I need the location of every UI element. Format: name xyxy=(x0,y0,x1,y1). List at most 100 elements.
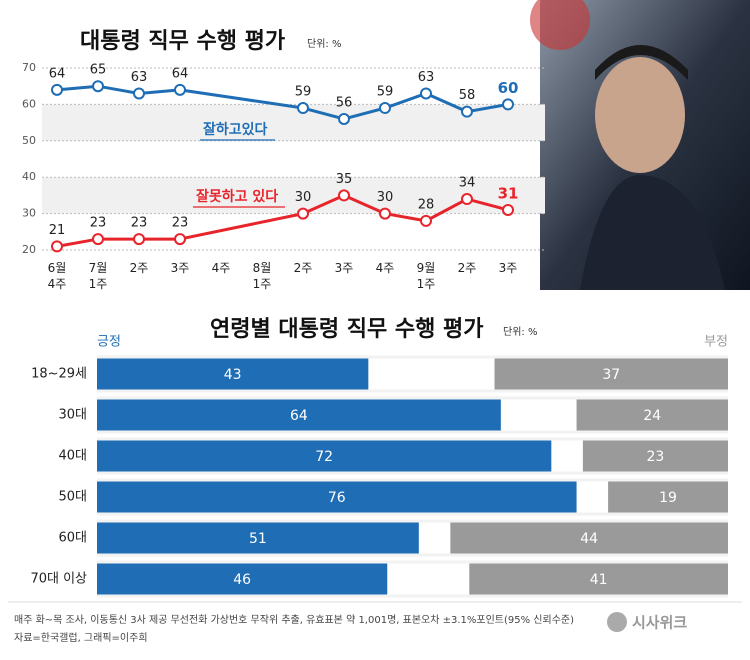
point xyxy=(502,203,514,216)
flag xyxy=(530,0,590,50)
point xyxy=(461,193,473,206)
data-label: 35 xyxy=(336,172,353,187)
x-tick-label: 4주 xyxy=(376,261,395,275)
data-label: 23 xyxy=(90,216,107,231)
point xyxy=(420,214,432,227)
photo xyxy=(530,0,750,290)
y-tick-label: 60 xyxy=(22,97,36,110)
point xyxy=(92,80,104,93)
x-tick-label-line: 1주 xyxy=(417,277,436,291)
point xyxy=(379,102,391,115)
x-tick-label-line: 2주 xyxy=(294,261,313,275)
x-tick-label-line: 4주 xyxy=(212,261,231,275)
x-tick-label: 3주 xyxy=(335,261,354,275)
data-label: 19 xyxy=(659,490,677,506)
x-tick-label-line: 1주 xyxy=(253,277,272,291)
x-tick-label-line: 3주 xyxy=(171,261,190,275)
connector-line xyxy=(179,88,304,110)
x-tick-label-line: 6월 xyxy=(48,261,67,275)
bar xyxy=(97,399,501,431)
x-tick-label: 4주 xyxy=(212,261,231,275)
bar xyxy=(97,481,577,513)
x-tick-label: 7월 1주 xyxy=(89,261,108,291)
data-label: 23 xyxy=(647,449,665,465)
point xyxy=(338,112,350,125)
legend-label: 긍정 xyxy=(97,335,121,350)
bar xyxy=(582,440,728,472)
point xyxy=(51,240,63,253)
bar xyxy=(576,399,728,431)
bar xyxy=(97,440,552,472)
bar xyxy=(450,522,728,554)
y-tick-label: 50 xyxy=(22,134,36,147)
footer-source: 자료=한국갤럽, 그래픽=이주희 xyxy=(14,632,148,644)
data-label: 76 xyxy=(328,490,346,506)
data-label: 72 xyxy=(315,449,333,465)
y-tick-label: 50대 xyxy=(58,490,87,505)
data-label: 43 xyxy=(224,367,242,383)
point xyxy=(338,189,350,202)
bar xyxy=(494,358,728,390)
data-label: 28 xyxy=(418,197,435,212)
y-tick-label: 70대 이상 xyxy=(30,572,87,587)
x-tick-label: 3주 xyxy=(171,261,190,275)
point xyxy=(51,83,63,96)
x-tick-label: 3주 xyxy=(499,261,518,275)
point xyxy=(461,105,473,118)
logo: 시사위크 xyxy=(632,614,687,632)
chart-title: 연령별 대통령 직무 수행 평가 xyxy=(210,317,484,342)
suit xyxy=(580,175,725,290)
x-tick-label-line: 4주 xyxy=(376,261,395,275)
chart-title: 대통령 직무 수행 평가 xyxy=(80,29,285,54)
x-tick-label-line: 1주 xyxy=(89,277,108,291)
data-label: 64 xyxy=(49,66,66,81)
x-tick-label-line: 2주 xyxy=(130,261,149,275)
x-tick-label-line: 7월 xyxy=(89,261,108,275)
point xyxy=(133,87,145,100)
legend-label: 부정 xyxy=(704,335,728,350)
data-label: 21 xyxy=(49,223,66,238)
point xyxy=(379,207,391,220)
point xyxy=(297,102,309,115)
y-tick-label: 20 xyxy=(22,243,36,256)
series-name: 잘하고있다 xyxy=(203,121,268,138)
data-label: 64 xyxy=(290,408,308,424)
data-label: 51 xyxy=(249,531,267,547)
data-label: 37 xyxy=(602,367,620,383)
data-label: 63 xyxy=(131,70,148,85)
x-tick-label: 2주 xyxy=(458,261,477,275)
data-label: 31 xyxy=(498,184,519,202)
x-tick-label-line: 2주 xyxy=(458,261,477,275)
data-label: 46 xyxy=(233,572,251,588)
bar xyxy=(469,563,728,595)
grid-band xyxy=(42,177,545,214)
point xyxy=(420,87,432,100)
x-tick-label: 2주 xyxy=(130,261,149,275)
point xyxy=(502,98,514,111)
y-tick-label: 18~29세 xyxy=(31,367,87,382)
series-name: 잘못하고 있다 xyxy=(196,188,278,205)
y-tick-label: 70 xyxy=(22,61,36,74)
unit-label: 단위: % xyxy=(503,325,537,338)
face xyxy=(595,57,685,173)
y-tick-label: 40대 xyxy=(58,449,87,464)
data-label: 23 xyxy=(172,216,189,231)
data-label: 44 xyxy=(580,531,598,547)
footer-note: 매주 화~목 조사, 이동통신 3사 제공 무선전화 가상번호 무작위 추출, … xyxy=(14,613,574,626)
data-label: 65 xyxy=(90,63,107,78)
data-label: 24 xyxy=(643,408,661,424)
point xyxy=(174,83,186,96)
series-line xyxy=(56,84,509,121)
y-tick-label: 30 xyxy=(22,207,36,220)
data-label: 59 xyxy=(295,85,312,100)
x-tick-label-line: 3주 xyxy=(335,261,354,275)
x-tick-label: 2주 xyxy=(294,261,313,275)
data-label: 60 xyxy=(498,79,519,97)
point xyxy=(133,233,145,246)
bar xyxy=(97,563,388,595)
y-tick-label: 60대 xyxy=(58,531,87,546)
data-label: 41 xyxy=(590,572,608,588)
y-tick-label: 40 xyxy=(22,170,36,183)
hair xyxy=(595,45,688,80)
